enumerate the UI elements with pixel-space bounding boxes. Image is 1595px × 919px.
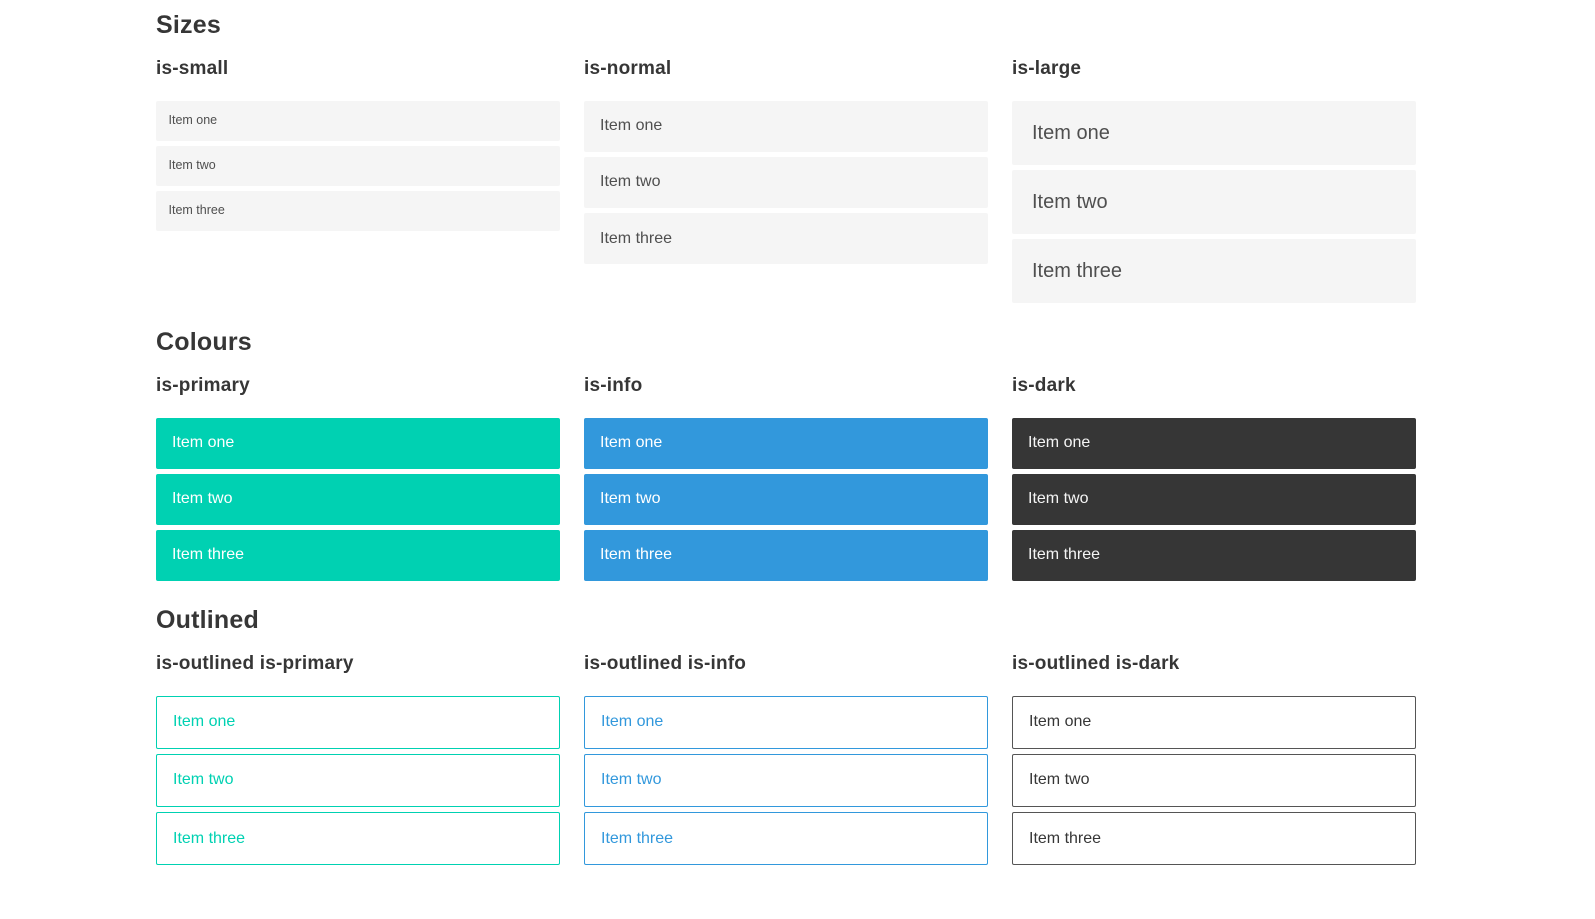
column-outlined-dark: is-outlined is-dark Item one Item two It… <box>1012 653 1416 866</box>
list-item: Item three <box>1012 529 1416 582</box>
group-title-is-info: is-info <box>584 374 643 396</box>
list-item: Item three <box>156 190 560 231</box>
list-item: Item one <box>1012 417 1416 469</box>
list-item: Item three <box>156 812 560 866</box>
outlined-columns: is-outlined is-primary Item one Item two… <box>156 653 1416 866</box>
block-list-normal: Item one Item two Item three <box>584 100 988 265</box>
list-item: Item one <box>156 100 560 141</box>
list-item: Item three <box>1012 238 1416 303</box>
block-list-small: Item one Item two Item three <box>156 100 560 231</box>
list-item: Item two <box>156 145 560 186</box>
list-item: Item one <box>1012 100 1416 165</box>
section-title-colours: Colours <box>156 327 252 356</box>
section-colours: Colours is-primary Item one Item two Ite… <box>156 327 1416 582</box>
list-item: Item one <box>584 695 988 750</box>
block-list-dark: Item one Item two Item three <box>1012 417 1416 582</box>
list-item: Item two <box>584 156 988 209</box>
section-title-sizes: Sizes <box>156 11 221 39</box>
section-title-outlined: Outlined <box>156 606 259 635</box>
column-is-normal: is-normal Item one Item two Item three <box>584 58 988 303</box>
section-outlined: Outlined is-outlined is-primary Item one… <box>156 605 1416 866</box>
group-title-is-primary: is-primary <box>156 374 250 396</box>
block-list-outlined-primary: Item one Item two Item three <box>156 695 560 866</box>
block-list-primary: Item one Item two Item three <box>156 417 560 582</box>
group-title-is-large: is-large <box>1012 58 1082 79</box>
group-title-outlined-primary: is-outlined is-primary <box>156 653 354 675</box>
group-title-outlined-dark: is-outlined is-dark <box>1012 653 1180 675</box>
column-is-large: is-large Item one Item two Item three <box>1012 58 1416 303</box>
list-item: Item one <box>1012 695 1416 750</box>
column-is-primary: is-primary Item one Item two Item three <box>156 374 560 582</box>
list-item: Item three <box>156 529 560 582</box>
list-item: Item two <box>1012 754 1416 808</box>
group-title-is-small: is-small <box>156 58 229 79</box>
colours-columns: is-primary Item one Item two Item three … <box>156 374 1416 582</box>
list-item: Item one <box>156 695 560 750</box>
list-item: Item two <box>584 473 988 525</box>
group-title-outlined-info: is-outlined is-info <box>584 653 747 675</box>
list-item: Item two <box>1012 473 1416 525</box>
section-sizes: Sizes is-small Item one Item two Item th… <box>156 10 1416 303</box>
list-item: Item one <box>584 100 988 152</box>
column-is-dark: is-dark Item one Item two Item three <box>1012 374 1416 582</box>
list-item: Item three <box>584 812 988 866</box>
group-title-is-dark: is-dark <box>1012 374 1076 396</box>
block-list-info: Item one Item two Item three <box>584 417 988 582</box>
list-item: Item two <box>156 473 560 525</box>
sizes-columns: is-small Item one Item two Item three is… <box>156 58 1416 303</box>
group-title-is-normal: is-normal <box>584 58 672 79</box>
list-item: Item one <box>156 417 560 469</box>
component-docs-page: Sizes is-small Item one Item two Item th… <box>156 0 1416 919</box>
column-outlined-primary: is-outlined is-primary Item one Item two… <box>156 653 560 866</box>
list-item: Item two <box>1012 169 1416 234</box>
list-item: Item one <box>584 417 988 469</box>
list-item: Item three <box>584 213 988 265</box>
column-outlined-info: is-outlined is-info Item one Item two It… <box>584 653 988 866</box>
block-list-outlined-info: Item one Item two Item three <box>584 695 988 866</box>
list-item: Item three <box>1012 812 1416 866</box>
column-is-small: is-small Item one Item two Item three <box>156 58 560 303</box>
list-item: Item three <box>584 529 988 582</box>
block-list-large: Item one Item two Item three <box>1012 100 1416 303</box>
list-item: Item two <box>584 754 988 808</box>
column-is-info: is-info Item one Item two Item three <box>584 374 988 582</box>
list-item: Item two <box>156 754 560 808</box>
block-list-outlined-dark: Item one Item two Item three <box>1012 695 1416 866</box>
